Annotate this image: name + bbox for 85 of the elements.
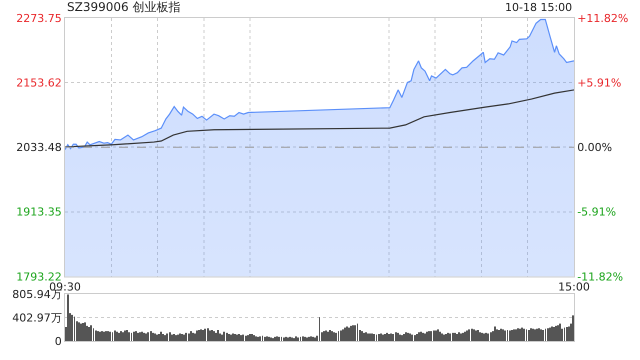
bar	[439, 332, 441, 341]
bar	[528, 330, 530, 341]
bar	[487, 333, 489, 341]
bar	[185, 332, 187, 341]
x-tick-label: 15:00	[558, 280, 590, 294]
bar	[395, 332, 397, 341]
bar	[468, 329, 470, 341]
bar	[335, 332, 337, 341]
y2-tick-label: -11.82%	[577, 270, 624, 284]
bar	[71, 314, 73, 341]
bar	[188, 333, 190, 341]
bar	[523, 328, 525, 341]
bar	[150, 331, 152, 341]
bar	[109, 332, 111, 341]
bar	[219, 333, 221, 341]
bar	[302, 336, 304, 341]
bar	[270, 338, 272, 341]
bar	[253, 335, 255, 341]
bar	[542, 330, 544, 341]
bar	[226, 332, 228, 341]
bar	[114, 330, 116, 341]
bar	[297, 338, 299, 341]
y-tick-label: 402.97万	[12, 311, 62, 324]
bar	[147, 332, 149, 341]
bar	[204, 328, 206, 341]
bar	[274, 336, 276, 341]
bar	[295, 336, 297, 341]
y2-tick-label: 0.00%	[577, 141, 612, 154]
line-series	[65, 89, 574, 148]
y-tick-label: 1793.22	[16, 270, 62, 284]
y-tick-label: 0	[54, 334, 62, 348]
bar	[283, 338, 285, 341]
y-tick-label: 1913.35	[16, 206, 62, 219]
bar	[293, 338, 295, 341]
bar	[278, 336, 280, 341]
bar	[504, 330, 506, 341]
bar	[509, 330, 511, 341]
y2-tick-label: -5.91%	[577, 206, 616, 219]
bar	[314, 338, 316, 341]
bar	[452, 332, 454, 341]
y2-tick-label: +11.82%	[577, 12, 628, 25]
bar	[559, 324, 561, 341]
chart-title: SZ399006 创业板指	[67, 0, 180, 14]
bar	[566, 327, 568, 341]
bar	[207, 328, 209, 341]
bar	[494, 326, 496, 341]
bar	[354, 325, 356, 341]
bar	[259, 336, 261, 341]
bar	[441, 333, 443, 341]
bar	[471, 328, 473, 341]
bar	[378, 334, 380, 341]
bar	[90, 325, 92, 341]
bar	[245, 336, 247, 341]
bar	[340, 330, 342, 341]
bar	[169, 332, 171, 341]
bar	[166, 333, 168, 341]
bar	[430, 331, 432, 341]
y-tick-label: 2153.62	[16, 76, 62, 90]
bar	[414, 335, 416, 341]
bar	[403, 334, 405, 341]
bar	[133, 332, 135, 341]
y-tick-label: 2033.48	[16, 141, 62, 154]
bar	[433, 330, 435, 341]
bar	[158, 334, 160, 341]
text: 10-18 15:00	[505, 1, 572, 14]
bar	[449, 333, 451, 341]
bar	[373, 334, 375, 341]
bar	[392, 334, 394, 341]
bar	[291, 338, 293, 341]
bar	[162, 334, 164, 341]
bar	[411, 334, 413, 341]
bar	[572, 315, 574, 341]
bar	[242, 334, 244, 341]
bar	[399, 334, 401, 341]
bar	[67, 294, 69, 341]
bar	[490, 332, 492, 341]
bar	[95, 330, 97, 341]
bar	[272, 338, 274, 341]
bar	[416, 334, 418, 341]
bar	[264, 336, 266, 341]
bar	[223, 332, 225, 341]
y2-tick-label: +5.91%	[577, 76, 622, 90]
y-tick-label: 2273.75	[16, 12, 62, 25]
bar	[547, 328, 549, 341]
bar	[128, 332, 130, 341]
